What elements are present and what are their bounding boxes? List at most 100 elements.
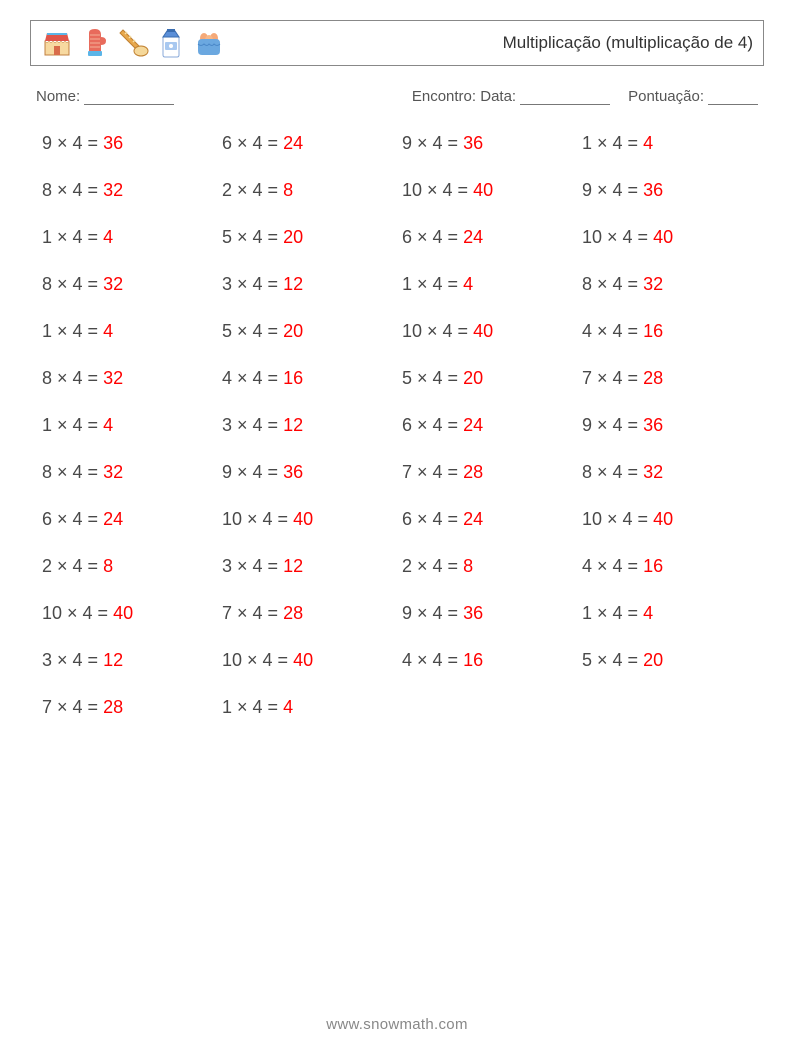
problem-cell: 10 × 4 = 40 (582, 227, 752, 248)
answer-value: 36 (463, 133, 483, 153)
answer-value: 36 (643, 415, 663, 435)
problem-cell: 10 × 4 = 40 (222, 650, 392, 671)
problem-cell: 7 × 4 = 28 (42, 697, 212, 718)
problem-cell: 10 × 4 = 40 (582, 509, 752, 530)
problem-cell: 8 × 4 = 32 (42, 274, 212, 295)
problem-cell: 7 × 4 = 28 (222, 603, 392, 624)
problem-cell: 9 × 4 = 36 (402, 603, 572, 624)
problem-cell: 7 × 4 = 28 (582, 368, 752, 389)
answer-value: 20 (283, 227, 303, 247)
milk-icon (155, 27, 187, 59)
answer-value: 20 (463, 368, 483, 388)
problem-cell: 5 × 4 = 20 (222, 227, 392, 248)
answer-value: 36 (643, 180, 663, 200)
shop-icon (41, 27, 73, 59)
problem-grid: 9 × 4 = 36 6 × 4 = 24 9 × 4 = 36 1 × 4 = 4 8… (30, 133, 764, 718)
footer: www.snowmath.com (0, 1016, 794, 1033)
answer-value: 8 (103, 556, 113, 576)
answer-value: 32 (643, 274, 663, 294)
answer-value: 32 (103, 274, 123, 294)
mitt-icon (79, 27, 111, 59)
problem-cell: 4 × 4 = 16 (402, 650, 572, 671)
answer-value: 4 (463, 274, 473, 294)
answer-value: 40 (473, 321, 493, 341)
problem-cell: 8 × 4 = 32 (42, 180, 212, 201)
problem-cell: 8 × 4 = 32 (582, 462, 752, 483)
answer-value: 16 (463, 650, 483, 670)
answer-value: 16 (283, 368, 303, 388)
answer-value: 16 (643, 556, 663, 576)
info-line: Nome: Encontro: Data: Pontuação: (30, 88, 764, 105)
answer-value: 24 (463, 509, 483, 529)
answer-value: 8 (283, 180, 293, 200)
answer-value: 36 (283, 462, 303, 482)
answer-value: 12 (283, 415, 303, 435)
answer-value: 24 (103, 509, 123, 529)
problem-cell: 3 × 4 = 12 (222, 415, 392, 436)
problem-cell: 3 × 4 = 12 (222, 274, 392, 295)
problem-cell: 5 × 4 = 20 (582, 650, 752, 671)
problem-cell: 9 × 4 = 36 (582, 180, 752, 201)
problem-cell: 8 × 4 = 32 (42, 462, 212, 483)
score-label: Pontuação: (628, 88, 704, 105)
answer-value: 28 (463, 462, 483, 482)
problem-cell: 10 × 4 = 40 (222, 509, 392, 530)
worksheet-title: Multiplicação (multiplicação de 4) (503, 33, 753, 53)
problem-cell: 4 × 4 = 16 (222, 368, 392, 389)
problem-cell: 7 × 4 = 28 (402, 462, 572, 483)
answer-value: 4 (103, 227, 113, 247)
answer-value: 24 (463, 415, 483, 435)
answer-value: 4 (103, 415, 113, 435)
answer-value: 4 (103, 321, 113, 341)
problem-cell: 6 × 4 = 24 (402, 415, 572, 436)
answer-value: 28 (643, 368, 663, 388)
problem-cell: 4 × 4 = 16 (582, 556, 752, 577)
answer-value: 40 (293, 650, 313, 670)
answer-value: 8 (463, 556, 473, 576)
answer-value: 40 (293, 509, 313, 529)
problem-cell: 10 × 4 = 40 (42, 603, 212, 624)
name-label: Nome: (36, 88, 80, 105)
footer-url: www.snowmath.com (326, 1016, 468, 1033)
problem-cell: 1 × 4 = 4 (42, 321, 212, 342)
date-field: Encontro: Data: (412, 88, 610, 105)
problem-cell: 9 × 4 = 36 (42, 133, 212, 154)
problem-cell: 8 × 4 = 32 (42, 368, 212, 389)
answer-value: 32 (103, 368, 123, 388)
problem-cell: 3 × 4 = 12 (222, 556, 392, 577)
problem-cell: 5 × 4 = 20 (402, 368, 572, 389)
answer-value: 4 (283, 697, 293, 717)
name-field: Nome: (36, 88, 174, 105)
problem-cell: 1 × 4 = 4 (222, 697, 392, 718)
answer-value: 12 (103, 650, 123, 670)
eggs-icon (193, 27, 225, 59)
answer-value: 32 (103, 180, 123, 200)
answer-value: 40 (473, 180, 493, 200)
problem-cell: 2 × 4 = 8 (222, 180, 392, 201)
answer-value: 32 (103, 462, 123, 482)
problem-cell: 1 × 4 = 4 (42, 415, 212, 436)
problem-cell: 6 × 4 = 24 (402, 227, 572, 248)
score-blank (708, 89, 758, 106)
problem-cell: 2 × 4 = 8 (42, 556, 212, 577)
answer-value: 40 (653, 509, 673, 529)
problem-cell: 10 × 4 = 40 (402, 321, 572, 342)
problem-cell: 1 × 4 = 4 (582, 603, 752, 624)
problem-cell: 6 × 4 = 24 (222, 133, 392, 154)
problem-cell: 2 × 4 = 8 (402, 556, 572, 577)
answer-value: 36 (463, 603, 483, 623)
bread-icon (117, 27, 149, 59)
answer-value: 16 (643, 321, 663, 341)
answer-value: 24 (283, 133, 303, 153)
answer-value: 28 (283, 603, 303, 623)
answer-value: 32 (643, 462, 663, 482)
problem-cell: 6 × 4 = 24 (42, 509, 212, 530)
problem-cell: 10 × 4 = 40 (402, 180, 572, 201)
problem-cell: 1 × 4 = 4 (402, 274, 572, 295)
answer-value: 20 (643, 650, 663, 670)
answer-value: 20 (283, 321, 303, 341)
problem-cell: 8 × 4 = 32 (582, 274, 752, 295)
header-box: Multiplicação (multiplicação de 4) (30, 20, 764, 66)
answer-value: 4 (643, 603, 653, 623)
icon-row (41, 27, 225, 59)
